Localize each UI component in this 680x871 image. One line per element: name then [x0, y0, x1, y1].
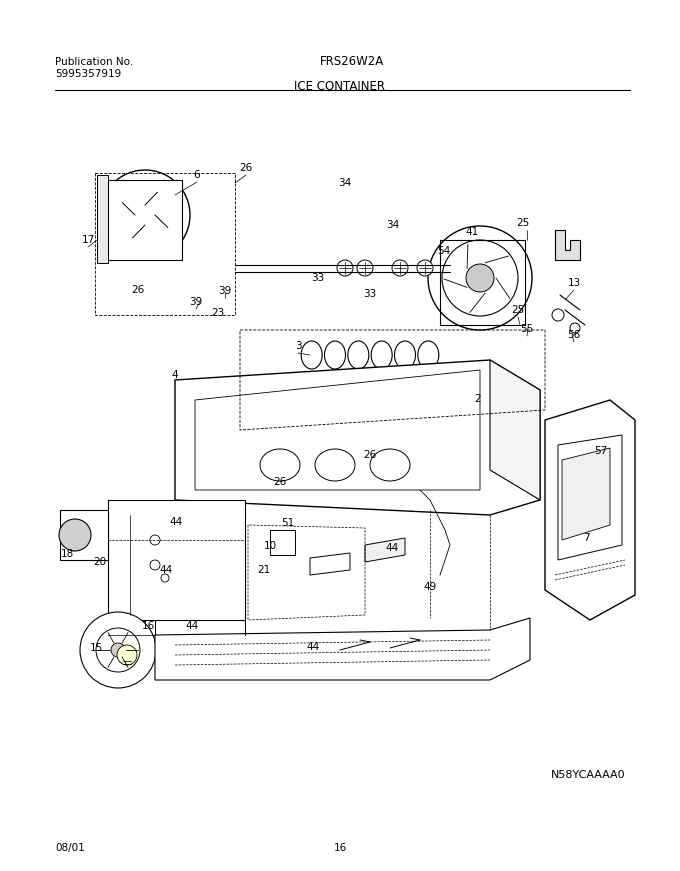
Circle shape	[59, 519, 91, 551]
Text: 20: 20	[93, 557, 107, 567]
Circle shape	[570, 323, 580, 333]
Text: 15: 15	[89, 643, 103, 653]
Ellipse shape	[371, 341, 392, 369]
Text: 39: 39	[218, 286, 232, 296]
Text: 34: 34	[339, 178, 352, 188]
Text: 25: 25	[516, 218, 530, 228]
Circle shape	[96, 628, 140, 672]
Circle shape	[417, 260, 433, 276]
Polygon shape	[60, 510, 108, 560]
Circle shape	[80, 612, 156, 688]
Ellipse shape	[260, 449, 300, 481]
Text: 51: 51	[282, 518, 294, 528]
Polygon shape	[562, 448, 610, 540]
Circle shape	[466, 264, 494, 292]
Text: 33: 33	[363, 289, 377, 299]
Text: 49: 49	[424, 582, 437, 592]
Text: 7: 7	[583, 533, 590, 543]
Text: 5995357919: 5995357919	[55, 69, 121, 79]
Text: 6: 6	[194, 170, 201, 180]
Text: 34: 34	[386, 220, 400, 230]
Circle shape	[150, 535, 160, 545]
Text: 16: 16	[333, 843, 347, 853]
Text: 44: 44	[386, 543, 398, 553]
Text: 54: 54	[437, 246, 451, 256]
Text: 2: 2	[475, 394, 481, 404]
Text: 57: 57	[594, 446, 608, 456]
Text: 44: 44	[159, 565, 173, 575]
Ellipse shape	[370, 449, 410, 481]
Text: 3: 3	[294, 341, 301, 351]
Polygon shape	[175, 360, 540, 515]
Text: FRS26W2A: FRS26W2A	[320, 55, 384, 68]
Text: 26: 26	[363, 450, 377, 460]
Polygon shape	[310, 553, 350, 575]
Text: ICE CONTAINER: ICE CONTAINER	[294, 80, 386, 93]
Circle shape	[100, 170, 190, 260]
Circle shape	[117, 645, 137, 665]
Polygon shape	[97, 175, 108, 263]
Circle shape	[442, 240, 518, 316]
Circle shape	[428, 226, 532, 330]
Circle shape	[337, 260, 353, 276]
Text: 33: 33	[311, 273, 324, 283]
Ellipse shape	[301, 341, 322, 369]
Text: 16: 16	[141, 621, 154, 631]
Polygon shape	[270, 530, 295, 555]
Text: 26: 26	[273, 477, 287, 487]
Polygon shape	[365, 538, 405, 562]
Circle shape	[161, 574, 169, 582]
Text: 23: 23	[211, 308, 224, 318]
Circle shape	[357, 260, 373, 276]
Polygon shape	[155, 618, 530, 680]
Circle shape	[392, 260, 408, 276]
Text: 44: 44	[169, 517, 183, 527]
Polygon shape	[545, 400, 635, 620]
Polygon shape	[555, 230, 580, 260]
Text: 21: 21	[257, 565, 271, 575]
Text: 26: 26	[239, 163, 253, 173]
Ellipse shape	[315, 449, 355, 481]
Text: 25: 25	[511, 305, 525, 315]
Polygon shape	[108, 180, 182, 260]
Text: 44: 44	[307, 642, 320, 652]
Circle shape	[117, 187, 173, 243]
Text: 17: 17	[82, 235, 95, 245]
Text: 41: 41	[465, 227, 479, 237]
Text: 56: 56	[567, 330, 581, 340]
Polygon shape	[490, 360, 540, 500]
Polygon shape	[108, 500, 245, 620]
Ellipse shape	[394, 341, 415, 369]
Text: 13: 13	[567, 278, 581, 288]
Text: 4: 4	[171, 370, 178, 380]
Circle shape	[150, 560, 160, 570]
Circle shape	[111, 643, 125, 657]
Circle shape	[552, 309, 564, 321]
Text: 55: 55	[520, 324, 534, 334]
Text: 10: 10	[263, 541, 277, 551]
Text: 44: 44	[186, 621, 199, 631]
Ellipse shape	[348, 341, 369, 369]
Ellipse shape	[324, 341, 345, 369]
Text: N58YCAAAA0: N58YCAAAA0	[550, 770, 625, 780]
Text: 08/01: 08/01	[55, 843, 85, 853]
Ellipse shape	[418, 341, 439, 369]
Circle shape	[137, 207, 153, 223]
Text: 26: 26	[131, 285, 145, 295]
Text: 39: 39	[189, 297, 203, 307]
Text: Publication No.: Publication No.	[55, 57, 133, 67]
Text: 18: 18	[61, 549, 73, 559]
